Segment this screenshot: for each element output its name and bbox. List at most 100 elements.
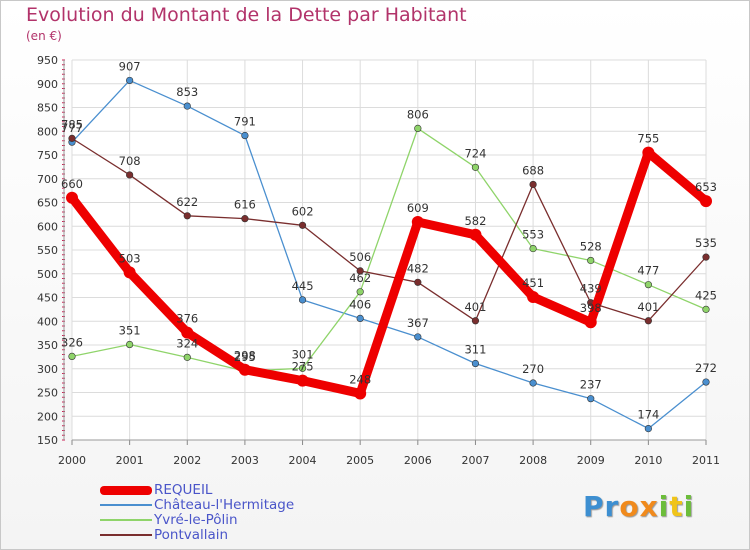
y-tick-label: 950	[37, 54, 58, 67]
data-label: 439	[580, 282, 602, 296]
data-label: 653	[695, 180, 717, 194]
x-tick-label: 2002	[173, 454, 201, 467]
data-point	[241, 131, 249, 140]
data-point	[471, 359, 480, 368]
data-point	[183, 212, 191, 220]
data-label: 755	[637, 132, 659, 146]
data-point	[411, 215, 424, 228]
data-label: 451	[522, 276, 544, 290]
legend-label: REQUEIL	[154, 482, 213, 498]
logo-letter: o	[619, 490, 640, 523]
data-label: 506	[349, 250, 371, 264]
y-tick-label: 150	[37, 434, 58, 447]
data-label: 298	[234, 349, 256, 363]
grid	[71, 59, 707, 441]
data-point	[529, 180, 537, 189]
data-label: 406	[349, 297, 371, 311]
y-tick-label: 750	[37, 149, 58, 162]
data-point	[414, 278, 422, 286]
data-point	[296, 374, 309, 387]
data-label: 708	[119, 154, 141, 168]
data-point	[414, 124, 422, 132]
x-tick-label: 2006	[404, 454, 432, 467]
data-label: 688	[522, 163, 544, 177]
data-label: 602	[292, 204, 314, 218]
data-label: 907	[119, 59, 141, 73]
logo-letter: i	[658, 490, 670, 523]
data-point	[356, 288, 364, 296]
data-label: 622	[176, 195, 198, 209]
data-label: 398	[580, 301, 602, 315]
proxiti-logo: Proxiti	[583, 490, 694, 523]
y-tick-label: 200	[37, 410, 58, 423]
data-label: 401	[637, 300, 659, 314]
data-label: 791	[234, 115, 256, 129]
data-label: 425	[695, 288, 717, 302]
data-label: 785	[61, 117, 83, 131]
data-point	[181, 326, 194, 339]
data-point	[644, 281, 652, 289]
data-label: 367	[407, 316, 429, 330]
x-tick-label: 2000	[58, 454, 86, 467]
data-label: 275	[292, 360, 314, 374]
x-tick-label: 2005	[346, 454, 374, 467]
y-tick-label: 350	[37, 339, 58, 352]
series-group	[66, 76, 712, 433]
x-tick-label: 2003	[231, 454, 259, 467]
data-label: 351	[119, 324, 141, 338]
data-point	[66, 191, 78, 204]
data-label: 609	[407, 201, 429, 215]
data-label: 270	[522, 362, 544, 376]
data-label: 582	[464, 214, 486, 228]
data-label: 324	[176, 336, 198, 350]
data-point	[700, 195, 712, 208]
data-point	[126, 340, 134, 349]
y-tick-label: 250	[37, 387, 58, 400]
data-point	[298, 221, 307, 229]
data-point	[587, 256, 595, 265]
data-point	[702, 253, 710, 261]
y-tick-label: 900	[37, 78, 58, 91]
chart-title: Evolution du Montant de la Dette par Hab…	[26, 4, 467, 26]
x-tick-label: 2004	[289, 454, 317, 467]
series-line	[71, 127, 707, 372]
data-point	[529, 379, 537, 387]
data-point	[587, 395, 595, 403]
data-labels: 777 907 853 791 445 406 367 311 270 237 174 272 326 3…	[61, 59, 717, 421]
data-label: 503	[119, 251, 141, 265]
data-point	[702, 305, 710, 313]
logo-letter: P	[583, 490, 605, 523]
data-label: 174	[637, 408, 659, 422]
data-point	[68, 352, 76, 361]
data-point	[642, 146, 655, 159]
data-label: 853	[176, 85, 198, 99]
data-point	[584, 316, 597, 329]
data-label: 376	[176, 312, 198, 326]
data-label: 326	[61, 335, 83, 349]
data-point	[126, 171, 134, 179]
y-tick-label: 850	[37, 102, 58, 115]
data-label: 272	[695, 361, 717, 375]
data-point	[644, 425, 652, 433]
data-label: 301	[292, 347, 314, 361]
x-tick-label: 2001	[116, 454, 144, 467]
data-point	[298, 364, 307, 372]
chart-subtitle: (en €)	[26, 29, 62, 43]
data-label: 401	[464, 300, 486, 314]
data-label: 553	[522, 228, 544, 242]
y-tick-label: 450	[37, 292, 58, 305]
data-point	[356, 267, 364, 275]
legend-label: Château-l'Hermitage	[154, 497, 295, 513]
legend-swatch	[100, 485, 152, 495]
data-label: 462	[349, 271, 371, 285]
data-point	[126, 76, 134, 85]
data-point	[298, 296, 307, 304]
data-point	[183, 102, 191, 110]
legend-swatch	[100, 504, 152, 506]
data-point	[471, 317, 480, 325]
data-point	[414, 333, 422, 341]
legend-label: Yvré-le-Pôlin	[154, 512, 238, 528]
x-tick-label: 2007	[461, 454, 489, 467]
series-requeil	[66, 146, 712, 400]
data-label: 295	[234, 350, 256, 364]
